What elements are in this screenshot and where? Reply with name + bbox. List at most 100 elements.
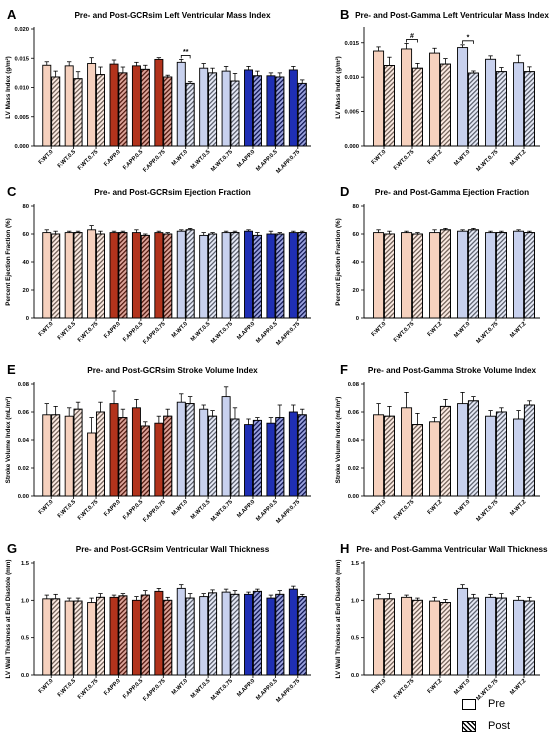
x-tick-label: M.WT.0 bbox=[453, 149, 471, 167]
bar-post-hatch-m-wt-0 bbox=[185, 229, 195, 319]
legend-label-pre: Pre bbox=[488, 698, 506, 710]
bar-post-hatch-m-wt-0-75 bbox=[495, 232, 507, 319]
y-tick-label: 1.0 bbox=[351, 598, 359, 604]
bar-post-hatch-f-wt-0-5 bbox=[73, 78, 83, 147]
bar-pre-m-wt-2 bbox=[513, 599, 525, 676]
bar-post-hatch-m-wt-0-75 bbox=[495, 71, 507, 147]
bar-post-hatch-m-wt-0-5 bbox=[208, 415, 218, 497]
x-tick-label: F.APP.0.5 bbox=[122, 149, 145, 172]
x-tick-label: F.WT.0.75 bbox=[393, 149, 416, 172]
x-tick-label: F.WT.0.75 bbox=[77, 678, 100, 701]
x-tick-label: M.WT.0 bbox=[171, 149, 189, 167]
panel-letter: G bbox=[7, 541, 17, 556]
bar-pre-m-app-0 bbox=[244, 424, 254, 497]
bar-pre-m-wt-0-75 bbox=[221, 591, 231, 676]
bar-pre-f-wt-0 bbox=[373, 598, 385, 676]
bar-pre-f-app-0-5 bbox=[131, 65, 141, 147]
bar-pre-f-app-0 bbox=[109, 403, 119, 497]
bar-pre-m-wt-0-75 bbox=[485, 232, 497, 319]
bar-pre-f-app-0-5 bbox=[131, 599, 141, 676]
panel-c: C Pre- and Post-GCRsim Ejection Fraction P… bbox=[5, 184, 311, 347]
y-tick-label: 0.06 bbox=[348, 410, 360, 416]
bar-pre-f-wt-0 bbox=[42, 64, 52, 147]
x-tick-label: M.WT.2 bbox=[509, 678, 527, 696]
bar-pre-f-wt-0 bbox=[373, 414, 385, 497]
x-tick-label: F.WT.0.75 bbox=[393, 678, 416, 701]
x-tick-label: F.WT.0 bbox=[371, 499, 388, 516]
y-tick-label: 0.005 bbox=[344, 110, 359, 116]
x-tick-label: F.WT.0 bbox=[371, 149, 388, 166]
bar-pre-m-wt-0 bbox=[457, 47, 469, 147]
x-tick-label: M.WT.0 bbox=[453, 499, 471, 517]
bar-pre-f-wt-2 bbox=[429, 600, 441, 676]
legend-item-post: Post bbox=[462, 717, 540, 735]
bar-pre-m-app-0 bbox=[244, 230, 254, 319]
y-tick-label: 80 bbox=[353, 204, 359, 210]
bar-post-hatch-f-wt-0-75 bbox=[411, 67, 423, 147]
y-axis-label: LV Mass Index (g/m²) bbox=[5, 56, 12, 119]
bar-post-hatch-m-wt-0-75 bbox=[230, 593, 240, 676]
bar-pre-f-wt-0-75 bbox=[401, 48, 413, 147]
bar-pre-f-app-0 bbox=[109, 63, 119, 147]
bar-pre-m-wt-0-5 bbox=[199, 408, 209, 497]
bar-pre-m-wt-0 bbox=[176, 401, 186, 497]
significance-marker: ** bbox=[183, 49, 189, 56]
bar-post-hatch-f-wt-0-75 bbox=[95, 74, 105, 147]
x-tick-label: M.WT.0 bbox=[453, 321, 471, 339]
bar-post-hatch-m-wt-0-75 bbox=[495, 597, 507, 676]
legend-swatch-post bbox=[462, 720, 476, 732]
x-tick-label: M.WT.0 bbox=[453, 678, 471, 696]
bar-post-hatch-m-wt-0-5 bbox=[208, 592, 218, 676]
y-tick-label: 0.04 bbox=[348, 438, 360, 444]
bar-pre-f-wt-0 bbox=[42, 414, 52, 497]
bar-pre-f-app-0 bbox=[109, 596, 119, 676]
bar-pre-f-wt-0-5 bbox=[64, 65, 74, 147]
bar-post-hatch-m-app-0 bbox=[252, 75, 262, 147]
bar-pre-m-wt-0 bbox=[176, 587, 186, 676]
bar-post-hatch-m-wt-2 bbox=[523, 71, 535, 147]
chart-title: Pre- and Post-Gamma Left Ventricular Mas… bbox=[355, 11, 549, 20]
bar-post-hatch-m-wt-0-75 bbox=[495, 411, 507, 497]
bar-post-hatch-m-wt-0-75 bbox=[230, 418, 240, 497]
y-tick-label: 0.00 bbox=[348, 494, 359, 500]
bar-pre-m-app-0-75 bbox=[288, 588, 298, 676]
x-tick-label: F.WT.0.5 bbox=[57, 678, 78, 699]
x-tick-label: M.WT.0.5 bbox=[190, 499, 212, 521]
legend: Pre Post bbox=[462, 695, 540, 739]
bar-pre-f-app-0 bbox=[109, 232, 119, 319]
x-tick-label: M.WT.0.75 bbox=[210, 678, 234, 702]
bar-pre-f-wt-0-5 bbox=[64, 232, 74, 319]
bar-post-hatch-f-app-0 bbox=[118, 417, 128, 497]
x-tick-label: F.WT.0 bbox=[38, 678, 55, 695]
bar-pre-f-wt-2 bbox=[429, 421, 441, 497]
bar-post-hatch-m-app-0-75 bbox=[297, 596, 307, 676]
bar-pre-m-wt-0-75 bbox=[485, 415, 497, 497]
x-tick-label: F.WT.0.75 bbox=[77, 149, 100, 172]
bar-post-hatch-f-app-0-5 bbox=[140, 234, 150, 319]
bar-post-hatch-f-wt-0-75 bbox=[411, 233, 423, 319]
bar-post-hatch-m-wt-0 bbox=[467, 72, 479, 147]
bar-post-hatch-f-wt-0-5 bbox=[73, 408, 83, 497]
x-tick-label: M.APP.0 bbox=[236, 678, 256, 698]
bar-post-hatch-m-app-0-5 bbox=[275, 593, 285, 676]
x-tick-label: M.WT.0.5 bbox=[190, 321, 212, 343]
y-tick-label: 0.5 bbox=[21, 636, 30, 642]
y-axis-label: LV Wall Thickness at End Diastole (mm) bbox=[335, 560, 342, 679]
bar-pre-f-app-0-75 bbox=[154, 422, 164, 497]
chart-title: Pre- and Post-Gamma Stroke Volume Index bbox=[368, 366, 537, 375]
bar-post-hatch-f-wt-0-75 bbox=[411, 424, 423, 497]
legend-label-post: Post bbox=[488, 720, 511, 732]
bar-pre-f-wt-0-75 bbox=[401, 232, 413, 319]
x-tick-label: M.WT.2 bbox=[509, 499, 527, 517]
x-tick-label: F.WT.2 bbox=[427, 499, 444, 516]
bar-post-hatch-m-app-0-5 bbox=[275, 233, 285, 319]
bar-pre-m-app-0-75 bbox=[288, 411, 298, 497]
bar-post-hatch-f-app-0 bbox=[118, 72, 128, 147]
bar-pre-m-wt-0 bbox=[457, 403, 469, 497]
x-tick-label: F.WT.0.75 bbox=[393, 499, 416, 522]
bar-pre-m-app-0-5 bbox=[266, 597, 276, 676]
bar-post-hatch-m-app-0-5 bbox=[275, 417, 285, 497]
x-tick-label: F.APP.0.75 bbox=[142, 678, 167, 703]
x-tick-label: M.WT.0.75 bbox=[210, 149, 234, 173]
bar-pre-m-app-0 bbox=[244, 593, 254, 676]
